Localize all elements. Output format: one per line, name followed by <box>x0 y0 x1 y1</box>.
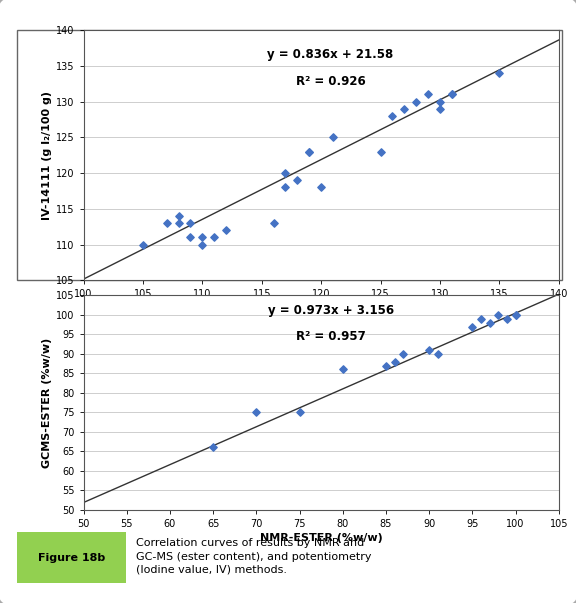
Text: Figure 18b: Figure 18b <box>38 553 105 563</box>
Point <box>252 408 261 417</box>
Point <box>511 310 520 320</box>
Point <box>412 97 421 107</box>
Point <box>305 147 314 157</box>
Point <box>511 310 520 320</box>
Point <box>269 218 278 228</box>
Text: y = 0.836x + 21.58: y = 0.836x + 21.58 <box>267 48 394 61</box>
FancyBboxPatch shape <box>17 532 126 583</box>
Point <box>295 408 304 417</box>
X-axis label: IV-NMR (g I₂/100 g): IV-NMR (g I₂/100 g) <box>262 303 381 314</box>
Point <box>476 314 486 324</box>
Point <box>222 226 231 235</box>
Point <box>338 365 347 374</box>
Text: R² = 0.957: R² = 0.957 <box>295 330 366 343</box>
Point <box>485 318 494 327</box>
Point <box>435 97 445 107</box>
Point <box>433 349 442 359</box>
X-axis label: NMR-ESTER (%w/w): NMR-ESTER (%w/w) <box>260 532 382 543</box>
Y-axis label: IV-14111 (g I₂/100 g): IV-14111 (g I₂/100 g) <box>41 91 52 219</box>
Point <box>388 111 397 121</box>
Point <box>423 90 433 99</box>
Text: y = 0.973x + 3.156: y = 0.973x + 3.156 <box>268 304 393 317</box>
Point <box>209 443 218 452</box>
Point <box>281 168 290 178</box>
Point <box>390 357 399 367</box>
Point <box>317 183 326 192</box>
Y-axis label: GCMS-ESTER (%w/w): GCMS-ESTER (%w/w) <box>42 337 52 468</box>
Point <box>328 133 338 142</box>
Point <box>186 218 195 228</box>
Point <box>198 240 207 250</box>
Point <box>399 349 408 359</box>
Point <box>210 233 219 242</box>
Point <box>447 90 456 99</box>
Point <box>400 104 409 113</box>
Point <box>162 218 171 228</box>
Point <box>198 233 207 242</box>
Point <box>495 68 504 78</box>
Point <box>447 90 456 99</box>
Point <box>174 218 183 228</box>
Point <box>494 310 503 320</box>
Point <box>138 240 147 250</box>
Point <box>435 104 445 113</box>
Point <box>293 175 302 185</box>
Point <box>381 361 391 370</box>
Point <box>305 147 314 157</box>
Point <box>174 211 183 221</box>
Point <box>281 183 290 192</box>
Text: R² = 0.926: R² = 0.926 <box>295 75 366 88</box>
Point <box>468 322 477 332</box>
Text: Correlation curves of results by NMR and
GC-MS (ester content), and potentiometr: Correlation curves of results by NMR and… <box>137 538 372 575</box>
Point <box>425 345 434 355</box>
Point <box>502 314 511 324</box>
Point <box>376 147 385 157</box>
Point <box>186 233 195 242</box>
